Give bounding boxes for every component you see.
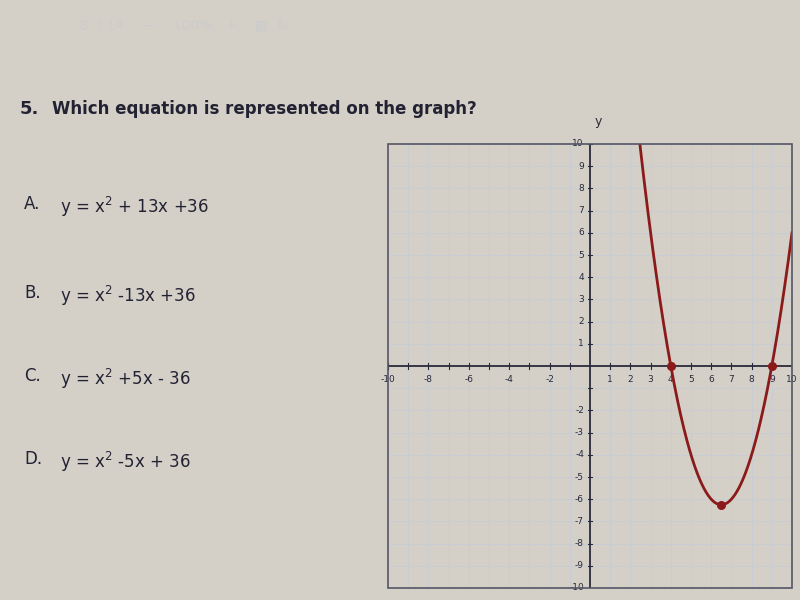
Text: C.: C. (24, 367, 41, 385)
Text: 9: 9 (769, 375, 774, 384)
Text: 10: 10 (573, 139, 584, 148)
Text: -4: -4 (575, 450, 584, 460)
Text: y: y (595, 115, 602, 128)
Text: 6: 6 (708, 375, 714, 384)
Text: -2: -2 (545, 375, 554, 384)
Text: -2: -2 (575, 406, 584, 415)
Text: -8: -8 (424, 375, 433, 384)
Text: 4: 4 (578, 272, 584, 281)
Text: -6: -6 (464, 375, 474, 384)
Text: 5.: 5. (20, 100, 39, 118)
Text: -3: -3 (575, 428, 584, 437)
Text: 2: 2 (627, 375, 634, 384)
Text: 1: 1 (578, 340, 584, 348)
Text: 7: 7 (578, 206, 584, 215)
Text: y = x$^2$ -5x + 36: y = x$^2$ -5x + 36 (60, 450, 190, 474)
Text: 8  / 14    —    100%   +    ▥  ↻: 8 / 14 — 100% + ▥ ↻ (80, 18, 288, 32)
Text: 3: 3 (578, 295, 584, 304)
Text: -10: -10 (381, 375, 395, 384)
Text: 8: 8 (749, 375, 754, 384)
Text: y = x$^2$ -13x +36: y = x$^2$ -13x +36 (60, 284, 196, 308)
Text: A.: A. (24, 195, 40, 213)
Text: 9: 9 (578, 161, 584, 170)
Text: D.: D. (24, 450, 42, 468)
Text: y = x$^2$ + 13x +36: y = x$^2$ + 13x +36 (60, 195, 209, 219)
Text: 3: 3 (648, 375, 654, 384)
Text: y = x$^2$ +5x - 36: y = x$^2$ +5x - 36 (60, 367, 190, 391)
Text: -10: -10 (569, 583, 584, 593)
Text: -5: -5 (575, 473, 584, 481)
Text: Which equation is represented on the graph?: Which equation is represented on the gra… (52, 100, 477, 118)
Text: 5: 5 (578, 251, 584, 259)
Bar (388, 144, 792, 588)
Text: -7: -7 (575, 517, 584, 526)
Text: 8: 8 (578, 184, 584, 193)
Text: B.: B. (24, 284, 41, 302)
Text: 1: 1 (607, 375, 613, 384)
Text: -9: -9 (575, 562, 584, 570)
Text: 5: 5 (688, 375, 694, 384)
Text: -8: -8 (575, 539, 584, 548)
Text: 6: 6 (578, 228, 584, 237)
Text: 7: 7 (729, 375, 734, 384)
Text: 4: 4 (668, 375, 674, 384)
Text: 2: 2 (578, 317, 584, 326)
Text: 10: 10 (786, 375, 798, 384)
Text: -6: -6 (575, 494, 584, 504)
Text: -4: -4 (505, 375, 514, 384)
